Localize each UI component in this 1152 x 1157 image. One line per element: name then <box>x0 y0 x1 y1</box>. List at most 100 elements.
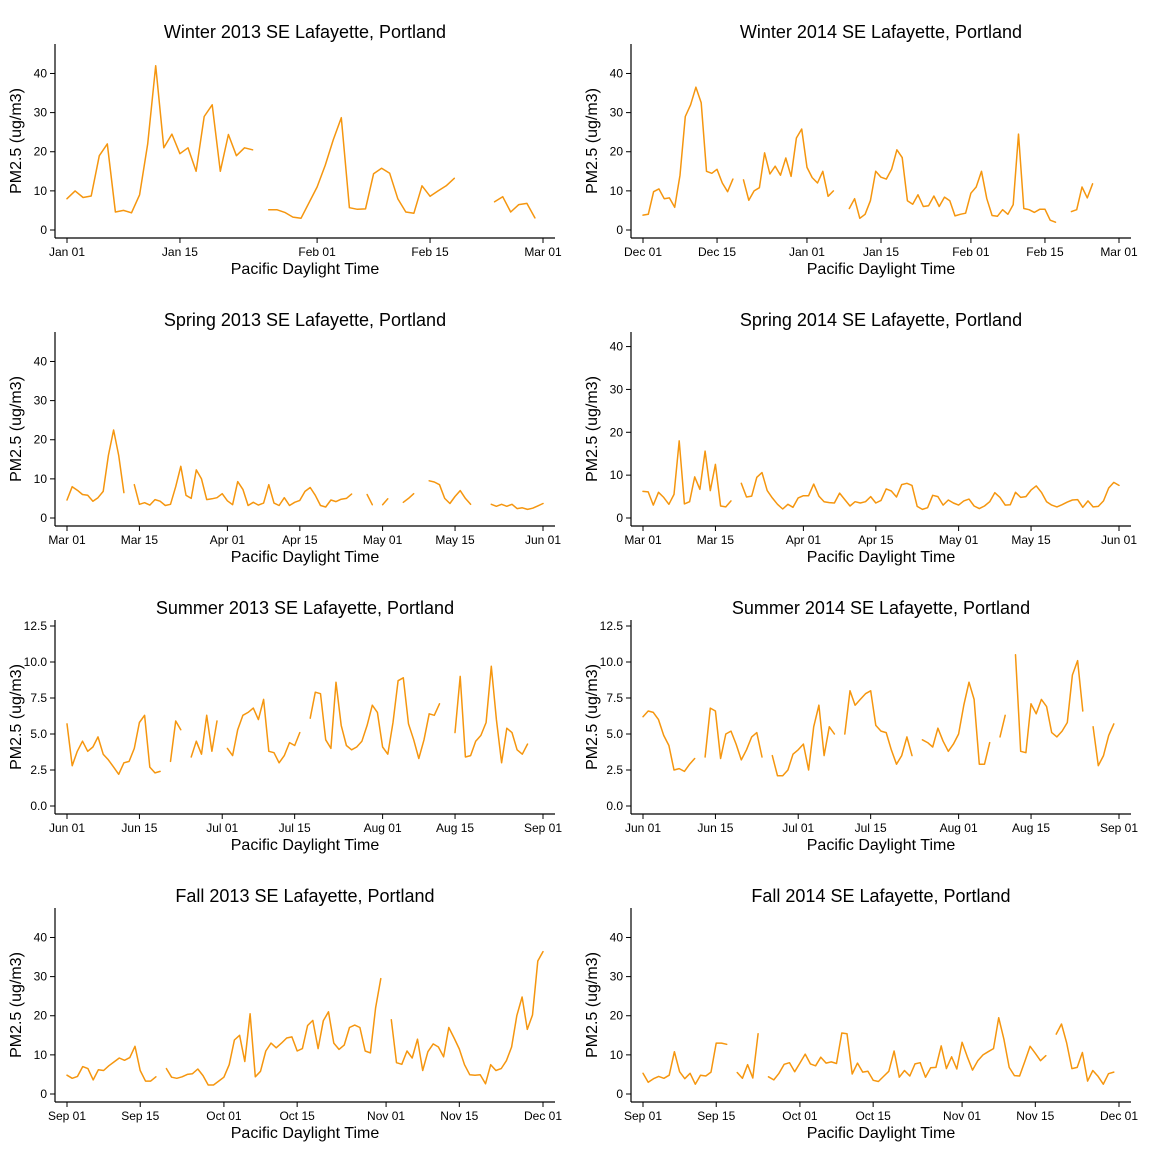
y-tick-label: 30 <box>610 106 624 120</box>
y-tick-label: 20 <box>610 145 624 159</box>
pm25-series-segment-8 <box>1092 723 1115 767</box>
y-tick-label: 0 <box>40 511 47 525</box>
x-tick-label: Oct 01 <box>782 1109 818 1123</box>
x-tick-label: Jun 15 <box>697 821 733 835</box>
chart-panel-4: Spring 2014 SE Lafayette, Portland 0 10 20 3… <box>584 310 1137 566</box>
y-tick-label: 10 <box>34 1048 48 1062</box>
x-tick-label: Nov 01 <box>943 1109 981 1123</box>
pm25-series-segment-3 <box>848 133 1057 223</box>
y-tick-label: 0.0 <box>606 799 623 813</box>
x-tick-label: Sep 15 <box>697 1109 735 1123</box>
y-tick-label: 0 <box>616 223 623 237</box>
y-tick-label: 30 <box>610 382 624 396</box>
pm25-series-segment-2 <box>165 977 382 1086</box>
pm25-series-segment-3 <box>366 493 374 506</box>
x-tick-label: Jan 15 <box>162 245 198 259</box>
x-tick-label: Aug 01 <box>940 821 978 835</box>
x-tick-label: Feb 01 <box>952 245 990 259</box>
chart-panel-1: Winter 2013 SE Lafayette, Portland 0 10 20 3… <box>8 22 562 278</box>
y-tick-label: 0 <box>616 511 623 525</box>
y-tick-label: 40 <box>34 66 48 80</box>
y-tick-label: 7.5 <box>30 691 47 705</box>
x-tick-label: Feb 15 <box>411 245 449 259</box>
chart-panel-3: Spring 2013 SE Lafayette, Portland 0 10 20 3… <box>8 310 561 566</box>
y-tick-label: 5.0 <box>606 727 623 741</box>
y-tick-label: 20 <box>34 1009 48 1023</box>
pm25-series-segment-3 <box>767 1016 1047 1083</box>
x-tick-label: Mar 15 <box>697 533 735 547</box>
pm25-series-segment-1 <box>642 710 696 773</box>
y-tick-label: 10.0 <box>600 655 624 669</box>
x-tick-label: Apr 01 <box>210 533 246 547</box>
y-axis-label: PM2.5 (ug/m3) <box>584 376 601 482</box>
pm25-series-segment-2 <box>740 471 1120 511</box>
x-tick-label: Oct 15 <box>279 1109 315 1123</box>
x-tick-label: Jun 01 <box>49 821 85 835</box>
chart-panel-6: Summer 2014 SE Lafayette, Portland 0.0 2.5… <box>584 598 1138 854</box>
pm25-series-segment-5 <box>921 681 991 765</box>
pm25-series-segment-1 <box>66 64 254 214</box>
x-tick-label: Dec 01 <box>1100 1109 1138 1123</box>
pm25-series-segment-6 <box>428 480 472 506</box>
x-tick-label: Apr 01 <box>786 533 822 547</box>
y-tick-label: 7.5 <box>606 691 623 705</box>
pm25-series-segment-4 <box>381 498 389 506</box>
y-tick-label: 10.0 <box>24 655 48 669</box>
pm25-series-segment-2 <box>736 1032 759 1080</box>
x-tick-label: Mar 01 <box>48 533 86 547</box>
x-tick-label: Oct 01 <box>206 1109 242 1123</box>
x-tick-label: Dec 01 <box>524 1109 562 1123</box>
x-tick-label: May 15 <box>1011 533 1051 547</box>
y-tick-label: 10 <box>34 472 48 486</box>
x-tick-label: Jul 15 <box>279 821 311 835</box>
x-axis-label: Pacific Daylight Time <box>231 1125 380 1142</box>
x-tick-label: Feb 15 <box>1026 245 1064 259</box>
pm25-series-segment-3 <box>771 704 836 777</box>
y-tick-label: 2.5 <box>30 763 47 777</box>
x-tick-label: May 01 <box>939 533 979 547</box>
x-tick-label: Mar 01 <box>624 533 662 547</box>
y-axis-label: PM2.5 (ug/m3) <box>584 664 601 770</box>
pm25-series-segment-6 <box>454 665 529 764</box>
x-tick-label: Mar 01 <box>524 245 562 259</box>
y-tick-label: 20 <box>610 425 624 439</box>
x-tick-label: Apr 15 <box>282 533 318 547</box>
pm25-series-segment-5 <box>309 677 441 760</box>
x-tick-label: Aug 15 <box>436 821 474 835</box>
chart-title: Fall 2014 SE Lafayette, Portland <box>751 886 1010 906</box>
y-tick-label: 10 <box>34 184 48 198</box>
chart-title: Winter 2013 SE Lafayette, Portland <box>164 22 446 42</box>
y-tick-label: 40 <box>610 340 624 354</box>
pm25-series-segment-4 <box>1070 183 1094 213</box>
pm25-series-segment-1 <box>66 1045 157 1082</box>
chart-panel-7: Fall 2013 SE Lafayette, Portland 0 10 20 30 4… <box>8 886 562 1142</box>
chart-title: Summer 2014 SE Lafayette, Portland <box>732 598 1030 618</box>
y-tick-label: 12.5 <box>24 619 48 633</box>
pm25-series-segment-1 <box>642 440 732 508</box>
chart-title: Winter 2014 SE Lafayette, Portland <box>740 22 1022 42</box>
x-tick-label: Jan 01 <box>49 245 85 259</box>
x-tick-label: Mar 15 <box>121 533 159 547</box>
x-tick-label: Dec 01 <box>624 245 662 259</box>
y-axis-label: PM2.5 (ug/m3) <box>584 952 601 1058</box>
pm25-series-segment-4 <box>1055 1023 1115 1085</box>
y-tick-label: 0 <box>40 1087 47 1101</box>
y-tick-label: 30 <box>34 970 48 984</box>
y-axis-label: PM2.5 (ug/m3) <box>8 376 25 482</box>
y-tick-label: 0 <box>616 1087 623 1101</box>
y-tick-label: 12.5 <box>600 619 624 633</box>
x-tick-label: Jul 01 <box>782 821 814 835</box>
x-tick-label: Jun 15 <box>121 821 157 835</box>
chart-panel-5: Summer 2013 SE Lafayette, Portland 0.0 2.5… <box>8 598 562 854</box>
y-tick-label: 10 <box>610 468 624 482</box>
x-tick-label: Jan 01 <box>789 245 825 259</box>
pm25-series-segment-4 <box>226 698 301 764</box>
x-tick-label: Jun 01 <box>625 821 661 835</box>
chart-title: Spring 2014 SE Lafayette, Portland <box>740 310 1022 330</box>
pm25-series-segment-5 <box>402 492 415 504</box>
pm25-series-segment-2 <box>133 465 353 508</box>
pm25-series-segment-3 <box>190 714 218 758</box>
x-tick-label: Mar 01 <box>1100 245 1138 259</box>
